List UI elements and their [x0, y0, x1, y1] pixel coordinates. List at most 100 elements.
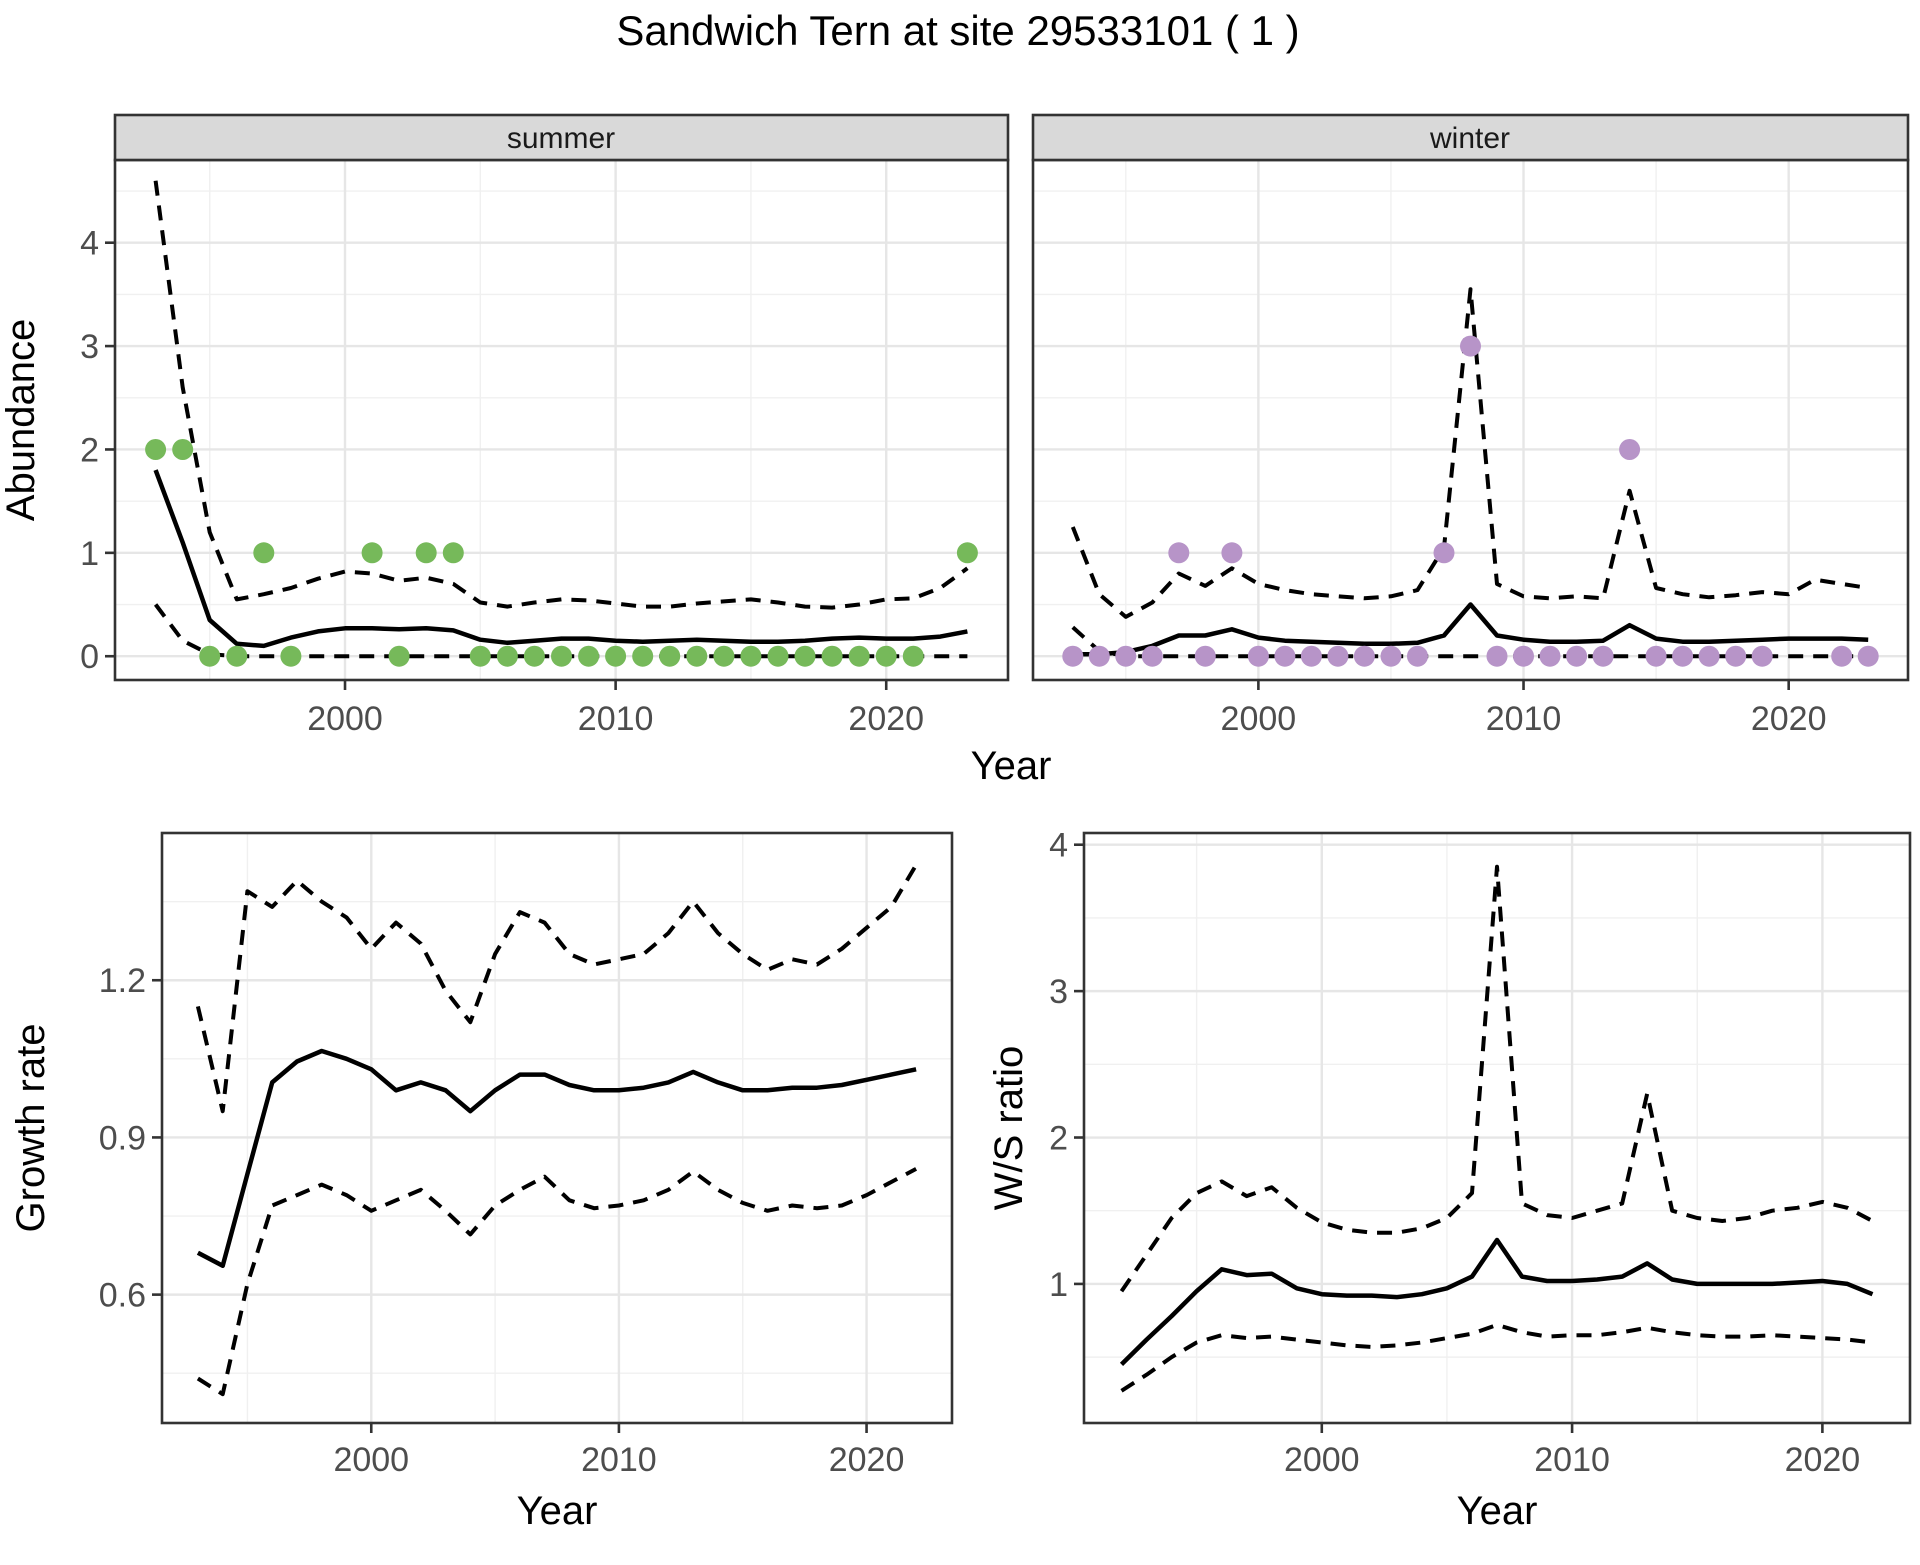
growth-rate-x-tick-label: 2020: [829, 1441, 905, 1479]
abundance-winter-observation-point: [1513, 645, 1534, 667]
abundance-summer-observation-point: [551, 645, 572, 667]
abundance-summer-observation-point: [442, 542, 464, 564]
abundance-winter-observation-point: [1062, 645, 1084, 667]
ws-ratio-y-axis-title: W/S ratio: [987, 1046, 1031, 1210]
abundance-winter-observed_counts: [1062, 335, 1879, 667]
abundance-summer-observation-point: [578, 645, 600, 667]
abundance-winter-panel-background: [1033, 160, 1908, 680]
abundance-summer-x-tick-label: 2020: [848, 700, 924, 738]
abundance-summer-observation-point: [496, 645, 518, 667]
abundance-winter-observation-point: [1566, 645, 1588, 667]
abundance-summer-observation-point: [605, 645, 627, 667]
growth-rate-y-tick-label: 1.2: [99, 962, 146, 1000]
abundance-winter-observation-point: [1088, 645, 1110, 667]
abundance-summer-observation-point: [388, 645, 410, 667]
abundance-summer-observation-point: [713, 645, 735, 667]
abundance-summer-observation-point: [875, 645, 897, 667]
ws-ratio-upper_ci-line: [1119, 864, 1874, 1293]
ws-ratio-x-tick-label: 2010: [1534, 1441, 1610, 1479]
abundance-summer-observation-point: [415, 542, 437, 564]
panel-ws-ratio: 2000 2010 2020 1 2 3 4: [1049, 827, 1912, 1479]
facet-strip-label-summer: summer: [507, 122, 615, 155]
ws-ratio-y-tick-label: 2: [1049, 1120, 1068, 1158]
growth-rate-y-tick-label: 0.6: [99, 1277, 146, 1315]
abundance-winter-x-tick-label: 2000: [1221, 700, 1297, 738]
abundance-summer-observation-point: [199, 645, 221, 667]
abundance-winter-observation-point: [1327, 645, 1349, 667]
panel-abundance-winter: 2000 2010 2020: [1031, 113, 1910, 738]
abundance-summer-observation-point: [523, 645, 545, 667]
abundance-winter-observation-point: [1247, 645, 1269, 667]
abundance-summer-observation-point: [226, 645, 248, 667]
abundance-summer-observation-point: [740, 645, 762, 667]
abundance-winter-facet-strip: [1031, 113, 1910, 162]
abundance-winter-observation-point: [1592, 645, 1614, 667]
abundance-winter-estimate-line: [1072, 602, 1869, 657]
growth-rate-lower_ci-line: [196, 1167, 918, 1397]
abundance-summer-observation-point: [361, 542, 383, 564]
growth-rate-estimate-line: [196, 1048, 917, 1269]
abundance-summer-y-tick-label: 4: [80, 225, 99, 263]
panel-growth-rate: 2000 2010 2020 0.6 0.9 1.2: [99, 831, 954, 1479]
abundance-winter-observation-point: [1168, 542, 1190, 564]
abundance-summer-observation-point: [172, 439, 194, 460]
growth-rate-x-tick-label: 2010: [581, 1441, 657, 1479]
abundance-winter-observation-point: [1115, 645, 1137, 667]
abundance-summer-observation-point: [821, 645, 843, 667]
abundance-winter-observation-point: [1460, 335, 1481, 357]
abundance-summer-observation-point: [794, 645, 816, 667]
abundance-winter-observation-point: [1486, 645, 1508, 667]
abundance-winter-lower_ci-line: [1071, 625, 1869, 659]
abundance-y-axis-title: Abundance: [0, 319, 43, 521]
abundance-summer-estimate-line: [153, 469, 968, 649]
abundance-summer-observed_counts: [145, 439, 978, 667]
growth-rate-panel-border: [160, 831, 954, 1425]
abundance-summer-observation-point: [145, 439, 167, 460]
abundance-winter-observation-point: [1141, 645, 1163, 667]
abundance-winter-observation-point: [1380, 645, 1402, 667]
abundance-summer-y-tick-label: 1: [80, 535, 99, 573]
abundance-winter-x-tick-label: 2020: [1751, 700, 1827, 738]
ws-ratio-estimate-line: [1119, 1237, 1874, 1367]
abundance-summer-x-tick-label: 2000: [307, 700, 383, 738]
abundance-summer-y-tick-label: 2: [80, 431, 99, 469]
abundance-winter-observation-point: [1407, 645, 1428, 667]
abundance-winter-observation-point: [1672, 645, 1694, 667]
abundance-winter-observation-point: [1751, 645, 1773, 667]
abundance-winter-observation-point: [1539, 645, 1561, 667]
abundance-winter-observation-point: [1194, 645, 1216, 667]
abundance-summer-observation-point: [632, 645, 654, 667]
abundance-summer-facet-strip: [113, 113, 1010, 162]
abundance-winter-observation-point: [1274, 645, 1296, 667]
abundance-summer-observation-point: [956, 542, 978, 564]
abundance-winter-observation-point: [1300, 645, 1322, 667]
facet-strip-label-winter: winter: [1429, 122, 1510, 155]
abundance-summer-observation-point: [253, 542, 275, 564]
abundance-summer-upper_ci-line: [153, 180, 969, 610]
abundance-summer-observation-point: [280, 645, 302, 667]
ws-ratio-y-tick-label: 1: [1049, 1266, 1068, 1304]
growth-rate-x-tick-label: 2000: [333, 1441, 409, 1479]
abundance-winter-observation-point: [1831, 645, 1853, 667]
abundance-summer-observation-point: [767, 645, 789, 667]
abundance-summer-observation-point: [902, 645, 924, 667]
ws-ratio-x-axis-title: Year: [1457, 1489, 1538, 1533]
abundance-summer-y-tick-label: 3: [80, 328, 99, 366]
growth-rate-y-tick-label: 0.9: [99, 1119, 146, 1157]
abundance-winter-observation-point: [1645, 645, 1667, 667]
panels: 2000 2010 2020 0 1 2 3 4 2000 2010 2020 2000 2010 202…: [80, 113, 1912, 1479]
panel-abundance-summer: 2000 2010 2020 0 1 2 3 4: [80, 113, 1010, 738]
growth-rate-y-axis-title: Growth rate: [9, 1024, 53, 1233]
abundance-winter-observation-point: [1221, 542, 1243, 564]
ws-ratio-y-tick-label: 4: [1049, 827, 1068, 865]
ws-ratio-x-tick-label: 2000: [1284, 1441, 1360, 1479]
abundance-winter-observation-point: [1698, 645, 1720, 667]
abundance-winter-observation-point: [1433, 542, 1455, 564]
abundance-summer-observation-point: [659, 645, 681, 667]
growth-rate-upper_ci-line: [195, 863, 918, 1114]
top-row-x-axis-title: Year: [971, 744, 1052, 788]
abundance-winter-x-tick-label: 2010: [1486, 700, 1562, 738]
abundance-winter-observation-point: [1619, 439, 1641, 460]
